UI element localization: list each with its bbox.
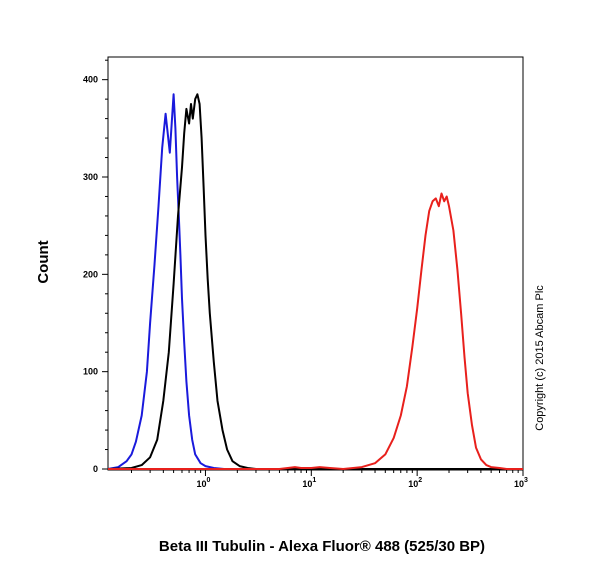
series-layer	[107, 93, 523, 470]
x-axis: 100 101 102 103	[130, 470, 528, 489]
y-axis-label: Count	[35, 240, 52, 283]
plot-frame	[107, 56, 524, 471]
x-tick-label: 101	[302, 477, 316, 489]
copyright-annotation: Copyright (c) 2015 Abcam Plc	[534, 285, 546, 431]
series-line-2	[108, 192, 523, 470]
x-tick-label: 103	[514, 477, 528, 489]
x-tick-label: 100	[197, 477, 211, 489]
y-tick-label: 100	[83, 367, 98, 377]
series-line-0	[107, 93, 523, 470]
series-line-1	[107, 93, 523, 470]
y-tick-label: 300	[83, 172, 98, 182]
y-tick-label: 400	[83, 75, 98, 85]
y-tick-label: 0	[93, 464, 98, 474]
x-tick-label: 102	[408, 477, 422, 489]
x-axis-label: Beta III Tubulin - Alexa Fluor® 488 (525…	[159, 538, 485, 555]
y-axis: 0 100 200 300 400	[83, 59, 108, 474]
y-tick-label: 200	[83, 269, 98, 279]
